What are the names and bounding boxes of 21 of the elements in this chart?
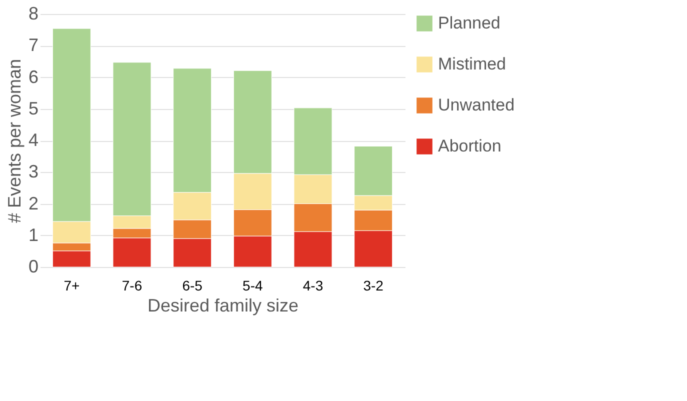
legend-label: Abortion xyxy=(438,136,502,156)
y-tick-label: 2 xyxy=(28,193,38,214)
legend-label: Planned xyxy=(438,14,500,32)
y-tick-label: 7 xyxy=(28,35,38,56)
x-tick-label: 4-3 xyxy=(302,278,324,294)
x-tick-label: 3-2 xyxy=(363,278,384,294)
x-tick-label: 5-4 xyxy=(242,278,263,294)
x-axis-title: Desired family size xyxy=(147,296,299,316)
y-tick-label: 8 xyxy=(28,4,38,24)
x-tick-label: 7+ xyxy=(64,278,80,294)
x-tick-label: 7-6 xyxy=(122,278,142,294)
y-tick-label: 3 xyxy=(28,162,38,182)
legend-label: Mistimed xyxy=(438,54,506,74)
y-tick-label: 4 xyxy=(28,130,38,150)
legend-label: Unwanted xyxy=(438,96,515,114)
y-axis-title: # Events per woman xyxy=(4,58,24,224)
y-tick-label: 6 xyxy=(28,66,38,87)
y-tick-label: 5 xyxy=(28,98,38,118)
y-tick-label: 1 xyxy=(28,224,38,245)
y-tick-label: 0 xyxy=(28,256,38,276)
x-tick-label: 6-5 xyxy=(182,278,203,294)
